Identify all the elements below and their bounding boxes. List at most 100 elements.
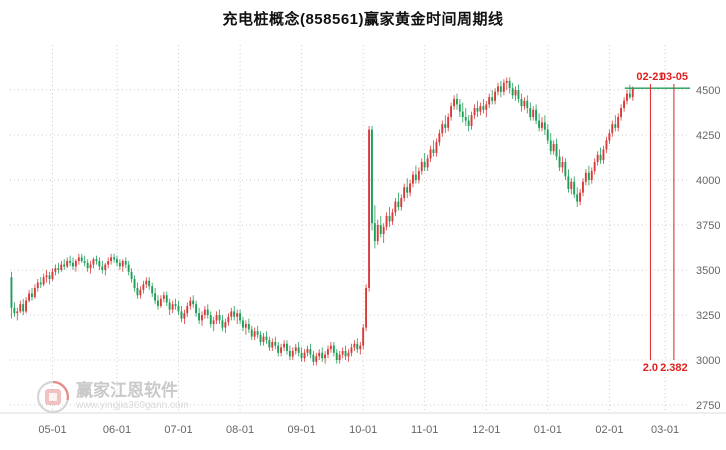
candle-body <box>587 172 590 180</box>
candle-body <box>294 347 297 351</box>
candle-body <box>154 293 156 301</box>
candle-body <box>39 282 42 285</box>
candle-body <box>535 109 537 121</box>
x-axis-label: 10-01 <box>349 424 377 436</box>
y-axis-label: 4250 <box>696 130 720 142</box>
x-axis-label: 01-01 <box>534 424 562 436</box>
candle-body <box>244 324 247 328</box>
candle-body <box>414 174 417 180</box>
candle-body <box>623 100 625 108</box>
candle-body <box>505 81 508 83</box>
candle-body <box>356 343 359 350</box>
candle-body <box>148 280 151 287</box>
candle-body <box>95 259 98 261</box>
candle-body <box>564 162 567 177</box>
candle-body <box>239 313 241 321</box>
candle-body <box>382 226 385 234</box>
candle-body <box>617 117 620 128</box>
candle-body <box>461 111 464 117</box>
candle-body <box>57 268 60 270</box>
candle-body <box>502 82 505 92</box>
candle-body <box>256 331 259 335</box>
candle-body <box>526 100 529 108</box>
candle-body <box>417 171 420 180</box>
candle-body <box>83 261 86 263</box>
candle-body <box>423 162 426 168</box>
candle-body <box>482 106 485 110</box>
candle-body <box>420 162 423 171</box>
candle-body <box>206 309 209 315</box>
candle-body <box>209 315 212 324</box>
candle-body <box>467 120 470 126</box>
x-axis-label: 11-01 <box>411 424 438 436</box>
candle-body <box>159 298 162 306</box>
candle-body <box>373 223 376 242</box>
candle-body <box>51 271 54 279</box>
candle-body <box>602 149 605 161</box>
candle-body <box>139 289 142 296</box>
candle-body <box>332 345 335 353</box>
candle-body <box>142 284 145 290</box>
candle-body <box>92 259 95 265</box>
candle-body <box>86 262 89 269</box>
candle-body <box>36 282 39 288</box>
candle-body <box>265 336 268 341</box>
candle-body <box>631 88 634 98</box>
candle-body <box>318 352 321 357</box>
candle-body <box>579 192 581 202</box>
time-cycle-date-label: 02-21 <box>636 71 664 83</box>
candle-body <box>514 90 517 96</box>
candle-body <box>45 275 48 278</box>
candle-body <box>116 259 118 263</box>
candle-body <box>458 104 461 112</box>
candle-body <box>456 99 458 105</box>
candle-body <box>488 97 491 105</box>
candle-body <box>13 307 16 314</box>
candle-body <box>230 311 233 317</box>
candle-body <box>124 261 127 265</box>
candle-body <box>303 352 306 359</box>
candle-body <box>10 277 13 308</box>
candle-body <box>327 349 329 355</box>
candle-body <box>268 340 271 348</box>
candle-body <box>362 327 365 346</box>
candle-body <box>541 122 543 128</box>
candle-body <box>250 329 253 337</box>
candle-body <box>573 181 576 195</box>
candle-body <box>259 334 262 342</box>
candle-body <box>520 99 523 107</box>
candle-body <box>168 302 171 310</box>
candle-body <box>133 279 136 288</box>
x-axis-label: 12-01 <box>472 424 500 436</box>
x-axis-label: 03-01 <box>651 424 679 436</box>
candle-body <box>63 264 66 267</box>
candle-body <box>215 315 218 321</box>
x-axis-label: 07-01 <box>164 424 192 436</box>
candle-body <box>611 124 614 134</box>
candle-body <box>409 183 411 193</box>
candle-body <box>529 108 532 117</box>
candle-body <box>104 264 107 270</box>
candle-body <box>171 304 174 310</box>
candle-body <box>288 351 291 357</box>
candle-body <box>203 309 206 315</box>
candle-body <box>224 322 227 328</box>
candle-body <box>453 99 455 107</box>
y-axis-label: 3500 <box>696 265 720 277</box>
candle-body <box>80 257 83 261</box>
candle-body <box>107 261 110 265</box>
candle-body <box>605 140 608 150</box>
candle-body <box>532 109 535 117</box>
time-cycle-date-label: 03-05 <box>660 71 688 83</box>
x-axis-label: 08-01 <box>226 424 254 436</box>
candle-body <box>31 293 33 297</box>
candle-body <box>77 257 80 261</box>
candle-body <box>464 117 467 121</box>
candle-body <box>447 117 450 128</box>
candle-body <box>286 343 288 351</box>
candle-body <box>412 174 414 184</box>
candle-body <box>291 351 294 357</box>
candle-body <box>523 100 526 107</box>
candle-body <box>397 201 400 207</box>
